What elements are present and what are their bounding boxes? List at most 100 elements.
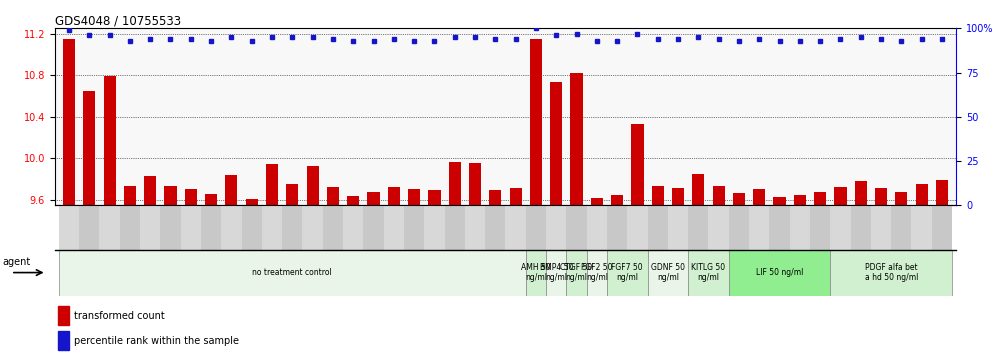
Bar xyxy=(58,331,69,350)
Bar xyxy=(749,205,769,250)
Bar xyxy=(323,205,343,250)
Bar xyxy=(343,205,364,250)
Bar xyxy=(408,189,420,205)
Bar xyxy=(383,205,404,250)
Bar xyxy=(307,166,319,205)
Bar xyxy=(58,306,69,325)
Bar xyxy=(506,205,526,250)
Bar xyxy=(915,184,927,205)
Text: GDNF 50
ng/ml: GDNF 50 ng/ml xyxy=(650,263,685,282)
Bar xyxy=(469,162,481,205)
Bar xyxy=(567,205,587,250)
Bar xyxy=(891,205,911,250)
Text: BMP4 50
ng/ml: BMP4 50 ng/ml xyxy=(540,263,573,282)
Bar xyxy=(444,205,465,250)
Bar xyxy=(364,205,383,250)
Bar xyxy=(448,161,461,205)
Bar xyxy=(729,250,831,296)
Bar xyxy=(567,250,587,296)
Bar xyxy=(59,205,79,250)
Bar xyxy=(688,205,708,250)
Bar xyxy=(327,187,339,205)
Bar xyxy=(84,91,96,205)
Bar xyxy=(631,124,643,205)
Bar xyxy=(668,205,688,250)
Bar xyxy=(144,176,156,205)
Bar xyxy=(140,205,160,250)
Bar xyxy=(63,39,75,205)
Text: PDGF alfa bet
a hd 50 ng/ml: PDGF alfa bet a hd 50 ng/ml xyxy=(865,263,918,282)
Bar xyxy=(672,188,684,205)
Text: CTGF 50
ng/ml: CTGF 50 ng/ml xyxy=(561,263,593,282)
Bar xyxy=(647,250,688,296)
Bar xyxy=(424,205,444,250)
Bar xyxy=(851,205,871,250)
Bar xyxy=(607,250,647,296)
Bar xyxy=(708,205,729,250)
Bar xyxy=(651,185,663,205)
Bar xyxy=(911,205,932,250)
Bar xyxy=(712,185,725,205)
Bar xyxy=(246,199,258,205)
Bar xyxy=(571,73,583,205)
Bar xyxy=(225,175,237,205)
Bar xyxy=(100,205,120,250)
Bar xyxy=(855,181,867,205)
Text: percentile rank within the sample: percentile rank within the sample xyxy=(74,336,239,346)
Bar xyxy=(368,192,379,205)
Bar xyxy=(530,39,542,205)
Bar xyxy=(160,205,180,250)
Bar xyxy=(794,195,806,205)
Bar xyxy=(790,205,810,250)
Text: GDS4048 / 10755533: GDS4048 / 10755533 xyxy=(55,14,181,27)
Bar xyxy=(221,205,242,250)
Bar xyxy=(201,205,221,250)
Bar xyxy=(489,190,501,205)
Bar xyxy=(831,205,851,250)
Text: LIF 50 ng/ml: LIF 50 ng/ml xyxy=(756,268,803,277)
Bar xyxy=(611,195,623,205)
Bar xyxy=(831,250,952,296)
Bar xyxy=(79,205,100,250)
Bar xyxy=(753,189,765,205)
Bar xyxy=(404,205,424,250)
Bar xyxy=(550,82,563,205)
Bar xyxy=(587,205,607,250)
Bar xyxy=(348,196,360,205)
Bar xyxy=(688,250,729,296)
Bar xyxy=(810,205,831,250)
Bar xyxy=(180,205,201,250)
Bar xyxy=(303,205,323,250)
Bar xyxy=(164,185,176,205)
Bar xyxy=(936,180,948,205)
Bar xyxy=(774,197,786,205)
Bar xyxy=(835,187,847,205)
Bar xyxy=(59,250,526,296)
Text: FGF7 50
ng/ml: FGF7 50 ng/ml xyxy=(612,263,643,282)
Bar xyxy=(647,205,668,250)
Bar xyxy=(428,190,440,205)
Text: AMH 50
ng/ml: AMH 50 ng/ml xyxy=(521,263,551,282)
Bar xyxy=(266,164,278,205)
Bar xyxy=(591,198,603,205)
Bar xyxy=(262,205,282,250)
Bar xyxy=(526,205,546,250)
Bar xyxy=(871,205,891,250)
Bar xyxy=(205,194,217,205)
Bar xyxy=(546,250,567,296)
Bar xyxy=(184,189,197,205)
Bar xyxy=(526,250,546,296)
Bar xyxy=(627,205,647,250)
Bar xyxy=(729,205,749,250)
Bar xyxy=(286,184,299,205)
Text: agent: agent xyxy=(3,257,31,268)
Bar xyxy=(282,205,303,250)
Bar xyxy=(124,185,136,205)
Bar xyxy=(485,205,505,250)
Bar xyxy=(769,205,790,250)
Bar xyxy=(104,76,116,205)
Text: FGF2 50
ng/ml: FGF2 50 ng/ml xyxy=(581,263,613,282)
Text: no treatment control: no treatment control xyxy=(252,268,333,277)
Bar xyxy=(510,188,522,205)
Bar xyxy=(242,205,262,250)
